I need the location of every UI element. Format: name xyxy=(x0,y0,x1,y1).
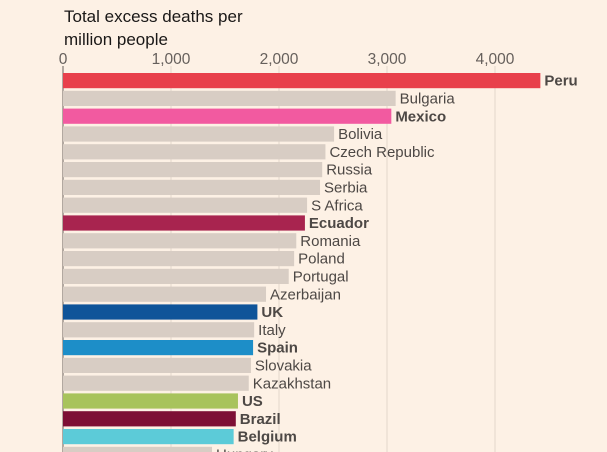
label-italy: Italy xyxy=(258,322,286,339)
bar-uk xyxy=(63,304,258,320)
label-serbia: Serbia xyxy=(324,180,368,197)
bar-romania xyxy=(63,233,297,249)
x-axis-tick-labels: 0 1,000 2,000 3,000 4,000 xyxy=(59,51,515,68)
label-portugal: Portugal xyxy=(293,269,349,286)
bar-bolivia xyxy=(63,126,335,142)
label-czech-republic: Czech Republic xyxy=(329,144,435,161)
bars xyxy=(63,73,541,452)
x-tick-label-3000: 3,000 xyxy=(368,51,407,68)
label-russia: Russia xyxy=(326,162,373,179)
bar-s-africa xyxy=(63,197,308,213)
label-mexico: Mexico xyxy=(395,108,446,125)
label-bolivia: Bolivia xyxy=(338,126,383,143)
label-ecuador: Ecuador xyxy=(309,215,369,232)
label-s-africa: S Africa xyxy=(311,197,363,214)
bar-bulgaria xyxy=(63,90,396,106)
label-slovakia: Slovakia xyxy=(255,358,312,375)
label-peru: Peru xyxy=(544,73,577,90)
bar-azerbaijan xyxy=(63,286,267,302)
label-belgium: Belgium xyxy=(238,429,297,446)
label-uk: UK xyxy=(261,304,283,321)
chart-title-line-2: million people xyxy=(64,30,168,49)
bar-italy xyxy=(63,322,255,338)
bar-us xyxy=(63,393,238,409)
x-tick-label-4000: 4,000 xyxy=(476,51,515,68)
bar-spain xyxy=(63,340,254,356)
bar-brazil xyxy=(63,411,236,427)
label-spain: Spain xyxy=(257,340,298,357)
label-azerbaijan: Azerbaijan xyxy=(270,286,341,303)
bar-slovakia xyxy=(63,357,251,373)
bar-mexico xyxy=(63,108,392,124)
label-us: US xyxy=(242,393,263,410)
label-brazil: Brazil xyxy=(240,411,281,428)
label-poland: Poland xyxy=(298,251,345,268)
x-tick-label-2000: 2,000 xyxy=(260,51,299,68)
bar-kazakhstan xyxy=(63,375,249,391)
label-romania: Romania xyxy=(300,233,361,250)
chart-title-line-1: Total excess deaths per xyxy=(64,7,243,26)
bar-portugal xyxy=(63,268,289,284)
bar-peru xyxy=(63,73,541,89)
bar-hungary xyxy=(63,446,213,452)
bar-czech-republic xyxy=(63,144,326,160)
bar-serbia xyxy=(63,179,321,195)
bar-russia xyxy=(63,162,323,178)
x-tick-label-1000: 1,000 xyxy=(152,51,191,68)
label-hungary: Hungary xyxy=(216,447,273,452)
label-kazakhstan: Kazakhstan xyxy=(253,375,331,392)
bar-ecuador xyxy=(63,215,305,231)
x-tick-label-0: 0 xyxy=(59,51,68,68)
bar-belgium xyxy=(63,429,234,445)
bar-poland xyxy=(63,251,295,267)
label-bulgaria: Bulgaria xyxy=(400,91,456,108)
